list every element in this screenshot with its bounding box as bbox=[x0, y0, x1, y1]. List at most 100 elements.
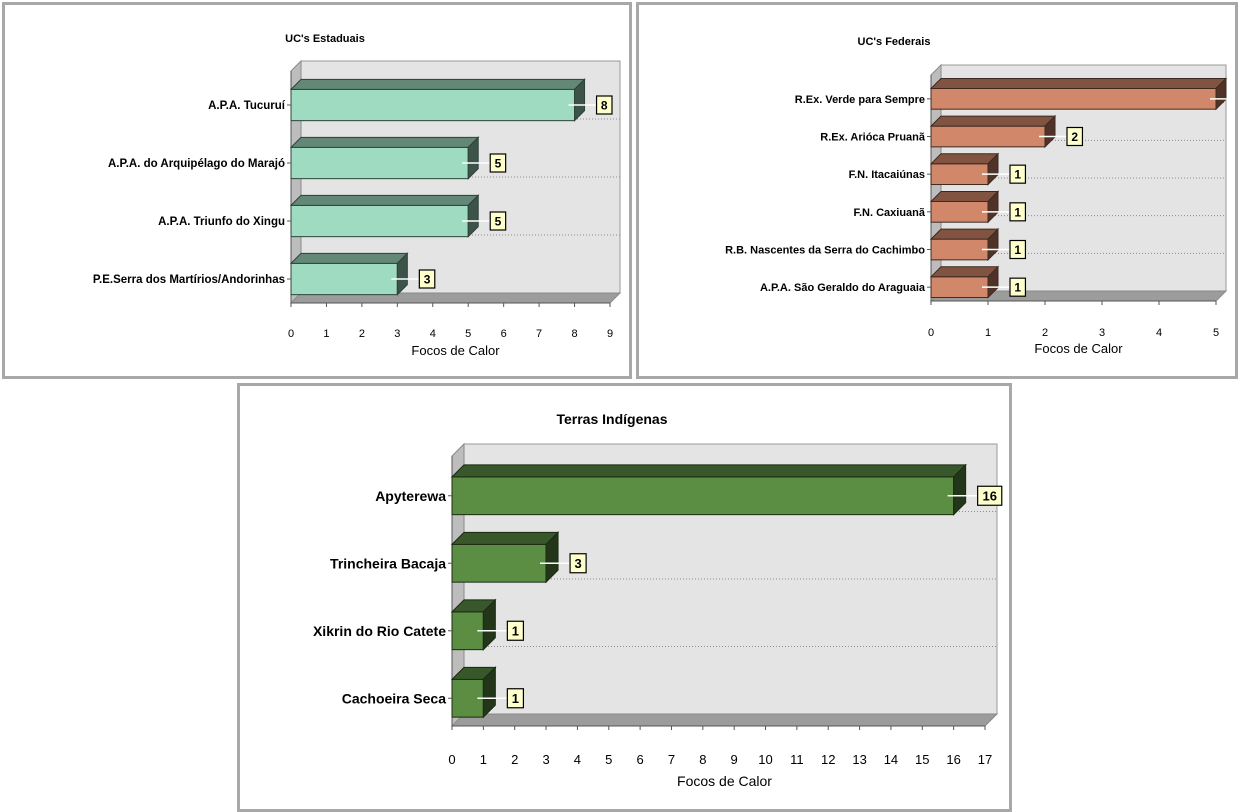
x-tick-label: 3 bbox=[542, 752, 549, 767]
data-label-box bbox=[489, 211, 507, 231]
bar-group bbox=[289, 252, 409, 296]
data-label-box bbox=[1009, 164, 1027, 184]
x-tick-label: 10 bbox=[758, 752, 772, 767]
x-axis-label: Focos de Calor bbox=[1034, 341, 1123, 356]
chart-uc-federais: UC's Federais 0 1 2 3 4 5 Focos de Calor R.Ex. V… bbox=[725, 36, 1235, 356]
bar-group bbox=[289, 194, 480, 238]
x-axis-label: Focos de Calor bbox=[677, 773, 772, 789]
bar-top-face bbox=[929, 153, 1000, 165]
category-label: R.Ex. Verde para Sempre bbox=[795, 94, 925, 106]
bar-group bbox=[929, 227, 1000, 262]
bar bbox=[930, 276, 989, 299]
x-tick-label: 3 bbox=[1099, 327, 1105, 339]
x-tick-label: 14 bbox=[884, 752, 898, 767]
category-label: R.Ex. Arióca Pruanã bbox=[820, 131, 926, 143]
data-label: 1 bbox=[1014, 168, 1021, 182]
bar-group bbox=[289, 78, 586, 122]
bar-side-face bbox=[467, 194, 479, 238]
bar bbox=[290, 146, 469, 180]
data-label: 16 bbox=[982, 489, 996, 504]
data-label: 1 bbox=[1014, 205, 1021, 219]
bar-top-face bbox=[289, 136, 480, 148]
x-tick-label: 1 bbox=[323, 328, 329, 340]
bar-group bbox=[450, 666, 497, 719]
x-tick-label: 0 bbox=[288, 328, 294, 340]
x-tick-label: 6 bbox=[637, 752, 644, 767]
data-label-box bbox=[1009, 277, 1027, 297]
x-tick-label: 9 bbox=[731, 752, 738, 767]
bar-group bbox=[450, 531, 560, 584]
bar-side-face bbox=[482, 666, 496, 719]
bar bbox=[930, 87, 1217, 110]
bar bbox=[290, 204, 469, 238]
category-label: Cachoeira Seca bbox=[342, 690, 446, 706]
bar-group bbox=[929, 190, 1000, 224]
data-label: 8 bbox=[601, 98, 608, 112]
category-label: A.P.A. Triunfo do Xingu bbox=[158, 216, 285, 228]
x-tick-label: 12 bbox=[821, 752, 835, 767]
bar-top-face bbox=[929, 77, 1228, 89]
data-label-box bbox=[506, 688, 525, 709]
bar-top-face bbox=[929, 115, 1057, 127]
bar bbox=[290, 88, 576, 122]
category-label: F.N. Caxiuanã bbox=[853, 207, 925, 219]
x-tick-label: 16 bbox=[946, 752, 960, 767]
x-tick-label: 4 bbox=[430, 328, 436, 340]
chart-panel-uc-estaduais: UC's Estaduais 0 1 2 3 4 5 6 7 8 9 Focos de Calor A.… bbox=[2, 2, 632, 379]
x-tick-label: 5 bbox=[1213, 327, 1219, 339]
x-tick-label: 17 bbox=[978, 752, 992, 767]
data-label: 5 bbox=[495, 214, 502, 228]
data-label-box bbox=[418, 269, 436, 289]
bar bbox=[930, 200, 989, 223]
category-label: R.B. Nascentes da Serra do Cachimbo bbox=[725, 244, 925, 256]
bar-top-face bbox=[929, 228, 1000, 240]
x-tick-label: 1 bbox=[480, 752, 487, 767]
category-label: Xikrin do Rio Catete bbox=[313, 623, 446, 639]
bar bbox=[290, 262, 398, 296]
x-tick-label: 1 bbox=[985, 327, 991, 339]
category-label: A.P.A. São Geraldo do Araguaia bbox=[760, 282, 926, 294]
bar-group bbox=[929, 114, 1057, 149]
category-label: P.E.Serra dos Martírios/Andorinhas bbox=[93, 274, 285, 286]
data-label: 5 bbox=[495, 156, 502, 170]
bar-group bbox=[929, 77, 1228, 111]
chart-panel-uc-federais: UC's Federais 0 1 2 3 4 5 Focos de Calor R.Ex. V… bbox=[636, 2, 1238, 379]
x-tick-label: 2 bbox=[359, 328, 365, 340]
data-label-box bbox=[489, 153, 507, 173]
x-tick-label: 5 bbox=[465, 328, 471, 340]
data-label: 2 bbox=[1071, 130, 1078, 144]
data-label-box bbox=[1066, 126, 1084, 147]
chart-title: Terras Indígenas bbox=[556, 411, 667, 427]
bar-side-face bbox=[396, 252, 408, 296]
data-label-box bbox=[1009, 239, 1027, 260]
x-tick-label: 2 bbox=[1042, 327, 1048, 339]
category-label: A.P.A. Tucuruí bbox=[208, 100, 286, 112]
x-tick-label: 9 bbox=[607, 328, 613, 340]
x-tick-label: 0 bbox=[928, 327, 934, 339]
data-label: 1 bbox=[512, 624, 519, 639]
bar bbox=[930, 238, 989, 261]
x-tick-label: 3 bbox=[394, 328, 400, 340]
bar bbox=[451, 543, 547, 583]
x-tick-label: 6 bbox=[501, 328, 507, 340]
bar-side-face bbox=[545, 531, 559, 584]
x-tick-label: 8 bbox=[571, 328, 577, 340]
bar-top-face bbox=[289, 194, 480, 206]
bar-side-face bbox=[953, 463, 967, 516]
x-tick-label: 0 bbox=[448, 752, 455, 767]
data-label-box bbox=[977, 485, 1003, 506]
x-tick-label: 4 bbox=[1156, 327, 1162, 339]
bar-group bbox=[929, 152, 1000, 186]
data-label-box bbox=[569, 553, 587, 574]
category-label: F.N. Itacaiúnas bbox=[849, 169, 925, 181]
x-tick-label: 8 bbox=[699, 752, 706, 767]
chart-uc-estaduais: UC's Estaduais 0 1 2 3 4 5 6 7 8 9 Focos de Calor A.… bbox=[93, 33, 622, 358]
x-tick-label: 11 bbox=[790, 752, 804, 767]
data-label: 1 bbox=[512, 691, 519, 706]
x-axis-label: Focos de Calor bbox=[411, 343, 500, 358]
bar-top-face bbox=[289, 78, 586, 90]
chart-title: UC's Federais bbox=[858, 36, 931, 48]
data-label: 1 bbox=[1014, 281, 1021, 295]
x-tick-label: 15 bbox=[915, 752, 929, 767]
